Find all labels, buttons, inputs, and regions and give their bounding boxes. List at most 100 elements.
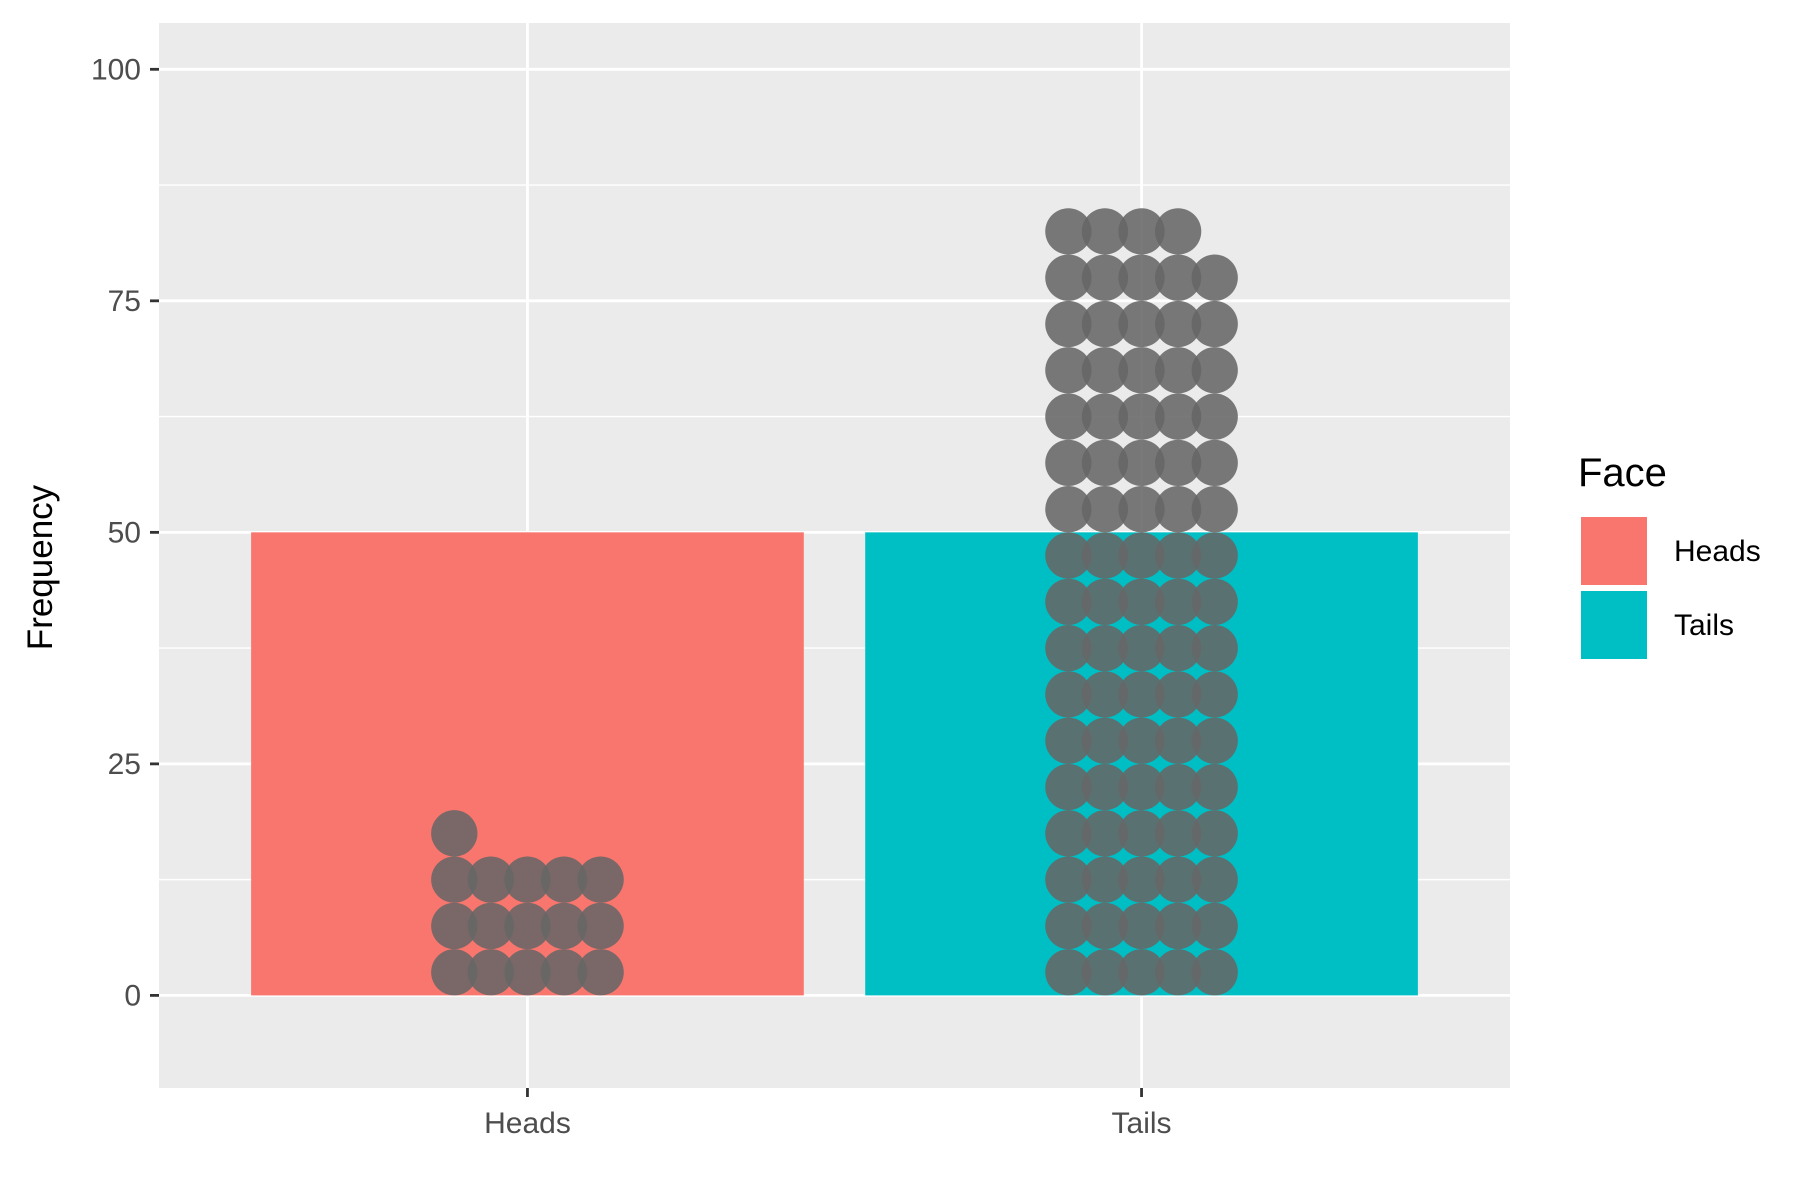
dot-tails: [1045, 393, 1092, 440]
dot-tails: [1118, 439, 1165, 487]
dot-heads: [431, 949, 478, 996]
dot-tails: [1118, 624, 1165, 672]
dot-tails: [1045, 624, 1092, 672]
dots: [431, 208, 1238, 996]
dot-tails: [1191, 949, 1238, 996]
dot-tails: [1045, 949, 1092, 996]
dot-tails: [1191, 624, 1238, 672]
legend-key-tails: [1579, 589, 1649, 661]
dot-tails: [1081, 532, 1129, 579]
y-tick-label: 25: [108, 748, 141, 781]
x-tick-label: Heads: [484, 1107, 571, 1140]
y-tick-label: 100: [91, 53, 141, 86]
dot-tails: [1154, 439, 1202, 487]
dot-tails: [1045, 347, 1092, 394]
dot-tails: [1081, 578, 1129, 625]
dot-tails: [1081, 347, 1129, 394]
dot-heads: [467, 856, 515, 903]
legend-label-heads: Heads: [1674, 535, 1761, 568]
y-tick-label: 50: [108, 516, 141, 549]
x-tick-label: Tails: [1112, 1107, 1172, 1140]
dot-tails: [1118, 300, 1165, 348]
dot-tails: [1191, 439, 1238, 487]
dot-tails: [1045, 439, 1092, 487]
dot-tails: [1154, 671, 1202, 718]
dot-tails: [1154, 763, 1202, 811]
dot-tails: [1081, 486, 1129, 533]
dot-tails: [1081, 717, 1129, 764]
dot-tails: [1191, 532, 1238, 579]
dot-tails: [1191, 717, 1238, 764]
dot-tails: [1081, 439, 1129, 487]
legend-title: Face: [1578, 451, 1667, 495]
dot-tails: [1191, 300, 1238, 348]
dot-tails: [1118, 532, 1165, 579]
dot-tails: [1045, 856, 1092, 903]
legend: Face Heads Tails: [1578, 451, 1761, 661]
dot-tails: [1191, 393, 1238, 440]
dot-tails: [1045, 578, 1092, 625]
dot-tails: [1154, 486, 1202, 533]
dot-heads: [431, 810, 478, 857]
dot-tails: [1118, 856, 1165, 903]
dot-tails: [1081, 949, 1129, 996]
dot-tails: [1154, 810, 1202, 857]
dot-heads: [504, 902, 551, 950]
dot-tails: [1154, 949, 1202, 996]
dot-tails: [1191, 347, 1238, 394]
dot-tails: [1081, 671, 1129, 718]
dot-heads: [577, 902, 624, 950]
dot-tails: [1191, 578, 1238, 625]
dot-tails: [1081, 208, 1129, 255]
dot-tails: [1045, 810, 1092, 857]
dot-tails: [1154, 856, 1202, 903]
dot-heads: [504, 856, 551, 903]
dot-heads: [540, 949, 588, 996]
dot-heads: [504, 949, 551, 996]
dot-heads: [577, 949, 624, 996]
dot-tails: [1045, 532, 1092, 579]
dot-tails: [1154, 578, 1202, 625]
dot-tails: [1154, 254, 1202, 301]
legend-items: Heads Tails: [1579, 515, 1761, 661]
dot-tails: [1118, 578, 1165, 625]
legend-label-tails: Tails: [1674, 609, 1734, 642]
dot-tails: [1045, 254, 1092, 301]
dot-tails: [1191, 810, 1238, 857]
dot-tails: [1191, 486, 1238, 533]
legend-key-heads: [1579, 515, 1649, 587]
dot-tails: [1045, 902, 1092, 950]
dot-tails: [1045, 486, 1092, 533]
dot-tails: [1118, 254, 1165, 301]
dot-tails: [1081, 300, 1129, 348]
dot-tails: [1045, 717, 1092, 764]
dot-heads: [431, 902, 478, 950]
dot-tails: [1081, 624, 1129, 672]
dot-heads: [540, 856, 588, 903]
dot-tails: [1118, 717, 1165, 764]
dot-tails: [1154, 208, 1202, 255]
dot-heads: [540, 902, 588, 950]
y-tick-label: 0: [124, 979, 141, 1012]
dot-tails: [1191, 902, 1238, 950]
dot-heads: [431, 856, 478, 903]
dot-tails: [1081, 810, 1129, 857]
dot-tails: [1191, 254, 1238, 301]
dot-tails: [1118, 763, 1165, 811]
dot-tails: [1045, 208, 1092, 255]
dot-heads: [467, 949, 515, 996]
dot-tails: [1118, 208, 1165, 255]
dot-tails: [1191, 763, 1238, 811]
dot-tails: [1045, 763, 1092, 811]
dot-tails: [1154, 393, 1202, 440]
dot-tails: [1154, 902, 1202, 950]
dot-tails: [1154, 624, 1202, 672]
dot-tails: [1118, 810, 1165, 857]
dot-tails: [1118, 347, 1165, 394]
dot-tails: [1191, 856, 1238, 903]
dot-tails: [1118, 393, 1165, 440]
dot-tails: [1045, 300, 1092, 348]
dot-tails: [1154, 532, 1202, 579]
dot-tails: [1154, 300, 1202, 348]
dot-tails: [1081, 902, 1129, 950]
